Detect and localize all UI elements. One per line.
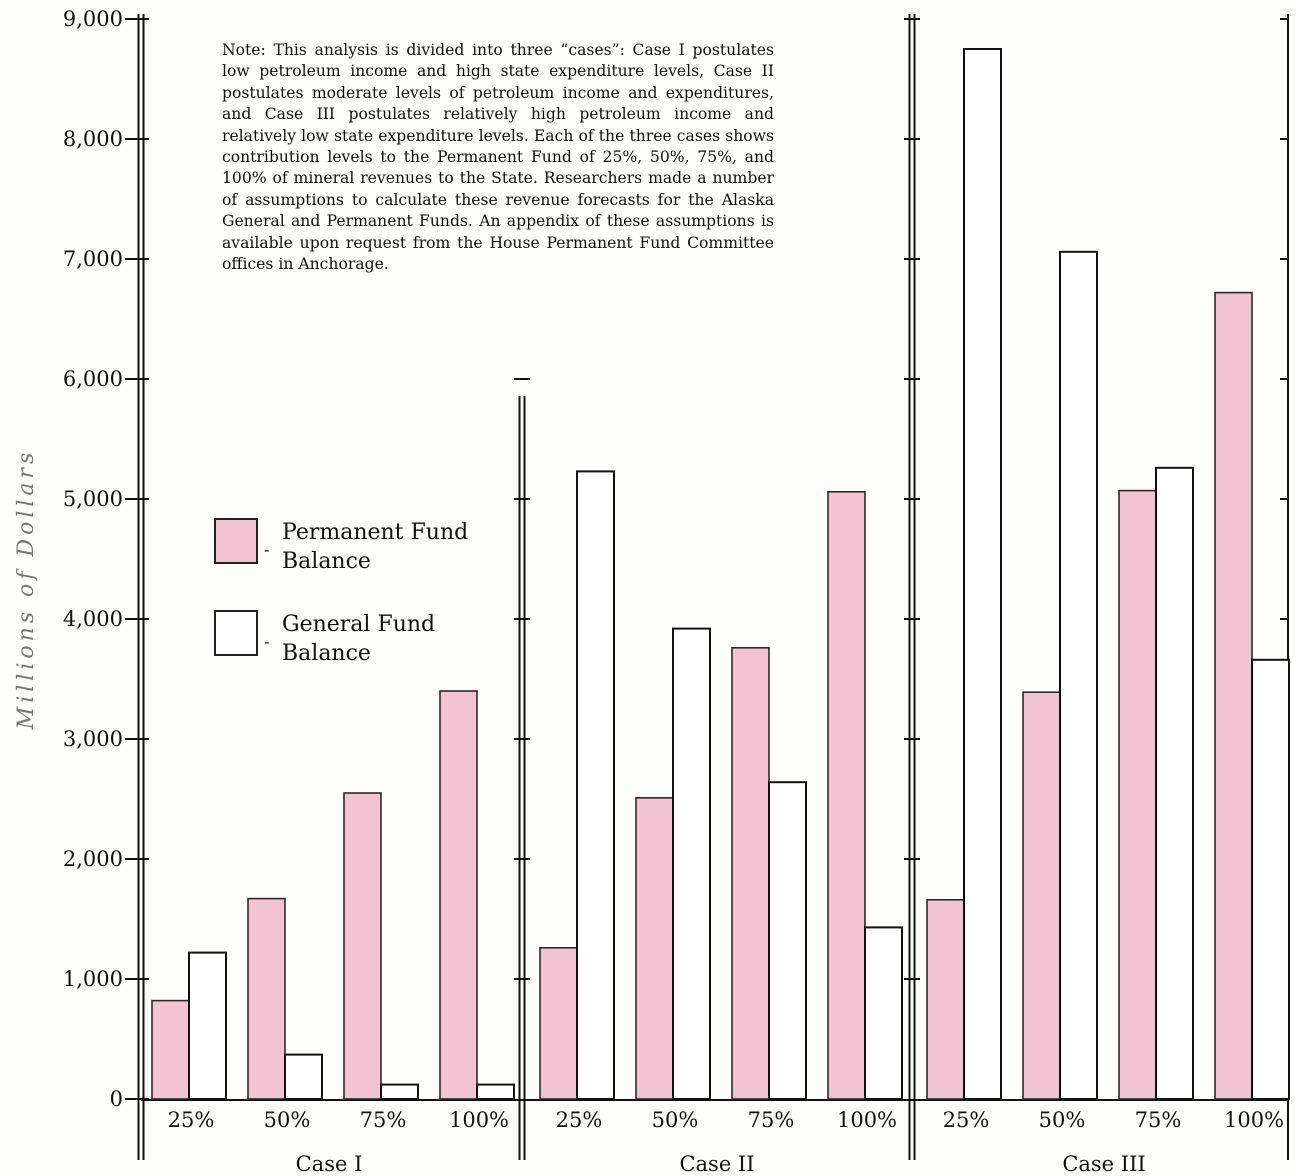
bar-permanent-fund xyxy=(343,792,382,1100)
bar-permanent-fund xyxy=(151,999,190,1100)
x-category-label: 50% xyxy=(1039,1108,1086,1132)
bar-general-fund xyxy=(188,951,227,1100)
x-category-label: 25% xyxy=(943,1108,990,1132)
x-category-label: 75% xyxy=(748,1108,795,1132)
x-category-label: 100% xyxy=(837,1108,897,1132)
chart-note: Note: This analysis is divided into thre… xyxy=(222,41,774,274)
x-category-label: 100% xyxy=(449,1108,509,1132)
legend-dash: - xyxy=(264,632,270,651)
bar-permanent-fund xyxy=(539,946,578,1100)
bar-permanent-fund xyxy=(827,490,866,1100)
bar-general-fund xyxy=(768,781,807,1100)
bar-general-fund xyxy=(1251,658,1290,1100)
legend-dash: - xyxy=(264,540,270,559)
x-category-label: 25% xyxy=(556,1108,603,1132)
bar-permanent-fund xyxy=(439,690,478,1100)
x-category-label: 75% xyxy=(360,1108,407,1132)
legend-label-line: Permanent Fund xyxy=(282,520,469,545)
bar-permanent-fund xyxy=(247,897,286,1100)
x-category-label: 25% xyxy=(168,1108,215,1132)
legend-label-line: Balance xyxy=(282,641,371,666)
x-category-label: 75% xyxy=(1135,1108,1182,1132)
y-tick-label: 2,000 xyxy=(63,847,123,871)
case-label: Case III xyxy=(1062,1152,1145,1176)
bar-general-fund xyxy=(576,470,615,1100)
x-category-label: 50% xyxy=(264,1108,311,1132)
bar-general-fund xyxy=(672,627,711,1100)
bar-general-fund xyxy=(864,926,903,1101)
y-tick-label: 8,000 xyxy=(63,127,123,151)
legend-label-line: Balance xyxy=(282,549,371,574)
legend-swatch-permanent-fund xyxy=(214,518,258,564)
bar-general-fund xyxy=(1059,250,1098,1101)
bar-permanent-fund xyxy=(1022,691,1061,1100)
bar-general-fund xyxy=(1155,466,1194,1100)
case-label: Case II xyxy=(679,1152,754,1176)
labels: 0 1,000 2,000 3,000 4,000 5,000 6,000 7,000 8,00… xyxy=(14,7,1284,1176)
legend-label-general-fund: General Fund Balance xyxy=(282,610,512,668)
bar-general-fund xyxy=(380,1083,419,1100)
y-tick-label: 9,000 xyxy=(63,7,123,31)
bar-permanent-fund xyxy=(926,898,965,1100)
y-tick-label: 3,000 xyxy=(63,727,123,751)
x-category-label: 100% xyxy=(1224,1108,1284,1132)
y-tick-label: 0 xyxy=(110,1087,123,1111)
case-label: Case I xyxy=(296,1152,363,1176)
legend-swatch-general-fund xyxy=(214,610,258,656)
y-tick-label: 4,000 xyxy=(63,607,123,631)
bar-permanent-fund xyxy=(1214,291,1253,1100)
legend-label-permanent-fund: Permanent Fund Balance xyxy=(282,518,512,576)
bar-general-fund xyxy=(963,48,1002,1100)
bar-general-fund xyxy=(476,1083,515,1100)
bar-general-fund xyxy=(284,1053,323,1100)
bar-permanent-fund xyxy=(1118,489,1157,1100)
axes xyxy=(125,14,1289,1160)
y-tick-label: 6,000 xyxy=(63,367,123,391)
legend-label-line: General Fund xyxy=(282,612,436,637)
y-tick-label: 5,000 xyxy=(63,487,123,511)
bar-permanent-fund xyxy=(635,796,674,1100)
bar-permanent-fund xyxy=(731,646,770,1100)
y-axis-label: Millions of Dollars xyxy=(14,449,39,731)
x-category-label: 50% xyxy=(652,1108,699,1132)
y-tick-label: 1,000 xyxy=(63,967,123,991)
y-tick-label: 7,000 xyxy=(63,247,123,271)
bars xyxy=(151,48,1290,1101)
